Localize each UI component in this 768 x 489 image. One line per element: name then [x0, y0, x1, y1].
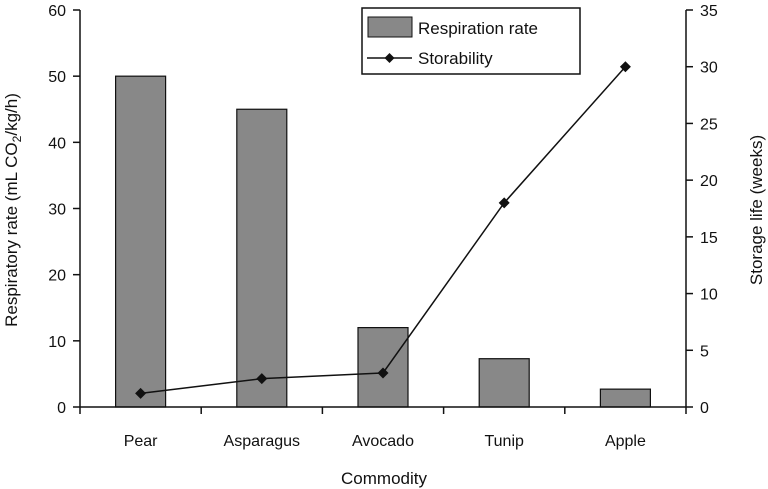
- y2-tick-label: 10: [700, 287, 718, 304]
- category-label: Pear: [124, 433, 158, 450]
- legend-label-storability: Storability: [418, 49, 493, 68]
- y-tick-label: 60: [48, 3, 66, 20]
- y-tick-label: 40: [48, 135, 66, 152]
- bar-apple: [599, 388, 652, 408]
- legend: Respiration rate Storability: [361, 7, 581, 75]
- line-layer: [135, 61, 631, 399]
- bar-pear: [114, 75, 167, 408]
- bars-layer: [114, 75, 652, 408]
- y2-tick-label: 20: [700, 173, 718, 190]
- y2-tick-label: 0: [700, 400, 709, 417]
- y2-tick-label: 15: [700, 230, 718, 247]
- y-tick-label: 10: [48, 334, 66, 351]
- x-axis-title: Commodity: [341, 469, 427, 488]
- y2-tick-label: 25: [700, 116, 718, 133]
- y-tick-label: 50: [48, 69, 66, 86]
- storability-point-tunip: [498, 197, 510, 209]
- storability-point-pear: [135, 387, 147, 399]
- y2-tick-label: 30: [700, 60, 718, 77]
- category-label: Asparagus: [224, 433, 301, 450]
- y-tick-label: 30: [48, 202, 66, 219]
- legend-label-respiration: Respiration rate: [418, 19, 538, 38]
- category-labels: Pear Asparagus Avocado Tunip Apple: [124, 433, 646, 450]
- y2-tick-label: 5: [700, 343, 709, 360]
- bar-asparagus: [236, 108, 288, 408]
- right-tick-labels: 0 5 10 15 20 25 30 35: [700, 3, 718, 417]
- category-label: Tunip: [484, 433, 524, 450]
- y2-tick-label: 35: [700, 3, 718, 20]
- legend-bar-swatch: [367, 16, 413, 38]
- legend-diamond-marker: [384, 53, 395, 63]
- axes-layer: [73, 9, 693, 414]
- bar-tunip: [478, 358, 530, 408]
- storability-point-asparagus: [256, 373, 268, 385]
- y-tick-label: 0: [57, 400, 66, 417]
- category-label: Avocado: [352, 433, 414, 450]
- storability-point-apple: [619, 61, 631, 73]
- y-tick-label: 20: [48, 268, 66, 285]
- category-label: Apple: [605, 433, 646, 450]
- bar-avocado: [357, 327, 409, 408]
- storability-point-avocado: [377, 367, 389, 379]
- y-axis-title: Respiratory rate (mL CO2/kg/h): [2, 93, 24, 327]
- left-tick-labels: 0 10 20 30 40 50 60: [48, 3, 66, 417]
- y2-axis-title: Storage life (weeks): [747, 135, 766, 285]
